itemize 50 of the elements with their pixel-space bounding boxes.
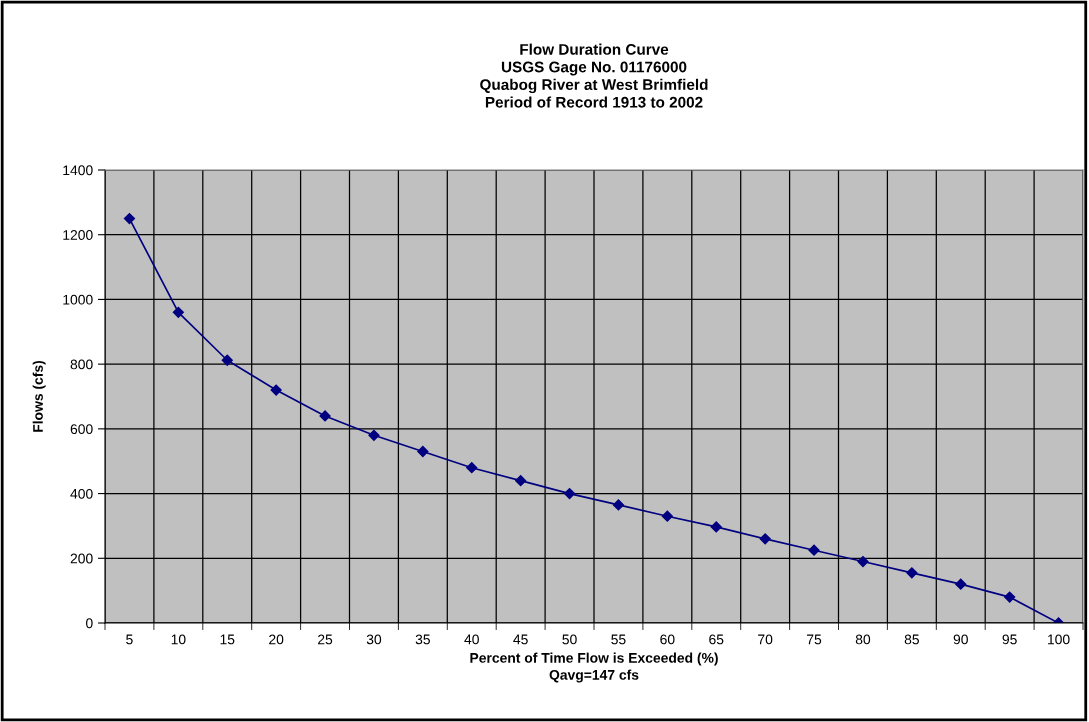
point — [515, 475, 527, 487]
x-tick-label: 75 — [807, 634, 822, 645]
point — [1004, 591, 1016, 603]
y-tick-label: 800 — [70, 359, 93, 370]
x-tick-label: 10 — [171, 634, 186, 645]
x-tick-label: 100 — [1048, 634, 1070, 645]
point — [172, 306, 184, 318]
x-tick-label: 80 — [855, 634, 871, 645]
point — [368, 429, 380, 441]
chart-title: Flow Duration Curve USGS Gage No. 01176000 Quabog River at West Brimfield Period of Record 1913 to 2002 — [480, 43, 708, 108]
y-tick-label: 0 — [86, 618, 93, 629]
x-tick-label: 30 — [366, 634, 382, 645]
x-tick-label: 25 — [318, 634, 333, 645]
x-tick-label: 15 — [220, 634, 235, 645]
point — [661, 510, 673, 522]
x-tick-label: 55 — [611, 634, 626, 645]
x-tick-label: 20 — [269, 634, 284, 645]
x-tick-label: 65 — [709, 634, 724, 645]
point — [759, 533, 771, 545]
point — [808, 544, 820, 556]
y-tick-label: 1200 — [63, 230, 93, 240]
x-tick-label: 50 — [562, 634, 577, 645]
point — [857, 555, 869, 568]
point — [221, 354, 233, 366]
x-tick-label: 45 — [513, 634, 528, 645]
x-tick-label: 40 — [464, 634, 479, 645]
x-tick-label: 60 — [660, 634, 675, 645]
x-tick-label: 85 — [904, 634, 919, 645]
y-tick-label: 1000 — [63, 294, 93, 305]
point — [319, 410, 331, 422]
point — [270, 384, 282, 396]
y-tick-label: 200 — [70, 553, 93, 564]
y-tick-label: 1400 — [63, 165, 93, 176]
point — [906, 567, 918, 579]
point — [466, 462, 478, 474]
x-tick-label: 5 — [126, 634, 133, 645]
point — [612, 499, 625, 511]
y-tick-label: 400 — [70, 488, 93, 499]
x-tick-label: 90 — [953, 634, 968, 645]
point — [563, 487, 576, 500]
point — [417, 445, 429, 458]
y-tick-label: 600 — [70, 424, 93, 435]
y-axis-title: Flows (cfs) — [32, 360, 46, 432]
x-tick-label: 70 — [758, 634, 773, 645]
x-tick-label: 35 — [415, 634, 430, 645]
x-axis-title: Percent of Time Flow is Exceeded (%) Qavg=147 cfs — [470, 652, 718, 683]
point — [710, 521, 722, 533]
point — [955, 578, 967, 590]
point — [123, 212, 136, 225]
x-tick-label: 95 — [1002, 634, 1017, 645]
